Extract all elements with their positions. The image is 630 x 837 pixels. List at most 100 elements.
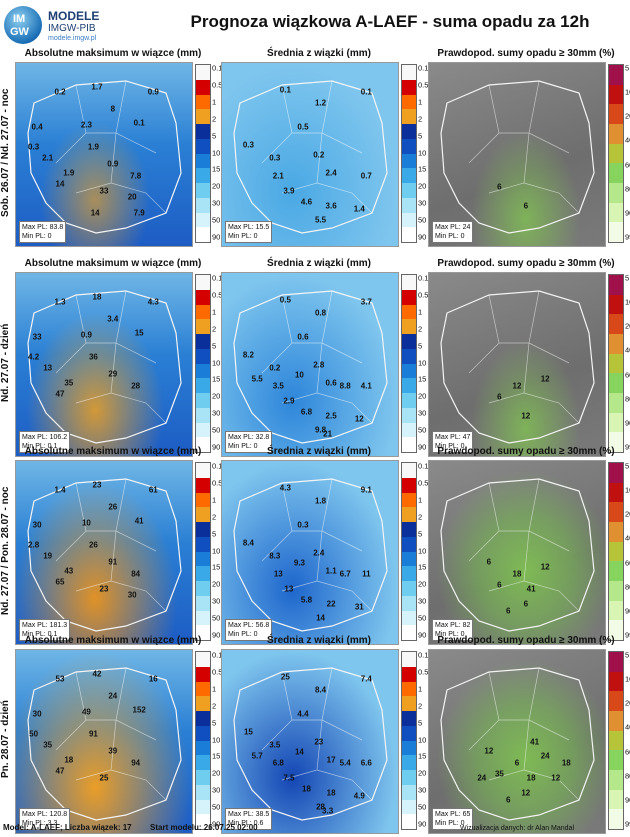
colorbar (195, 462, 211, 641)
colorbar-tick-label: 0.5 (418, 667, 429, 677)
grid-value: 12 (354, 414, 364, 424)
grid-value: 61 (148, 485, 158, 495)
colorbar-tick-label: 1 (418, 307, 423, 317)
colorbar-tick-label: 5 (625, 63, 630, 73)
colorbar-tick-label: 20 (418, 391, 427, 401)
max-precipitation-map: 53 42 16 24 30 50 49 152 91 35 39 18 94 47 25 Max PL: 1… (15, 649, 193, 834)
grid-value: 12 (484, 746, 494, 756)
colorbar-tick-label: 2 (418, 324, 423, 334)
grid-value: 6 (514, 758, 520, 768)
grid-value: 5.5 (251, 374, 263, 384)
colorbar-tick-label: 5 (212, 131, 217, 141)
colorbar-tick-label: 30 (418, 408, 427, 418)
panel-title: Prawdopod. sumy opadu ≥ 30mm (%) (437, 635, 615, 646)
grid-value: 4.6 (300, 197, 313, 207)
grid-value: 30 (127, 590, 137, 600)
grid-value: 4.3 (147, 297, 159, 307)
panel-title: Prawdopod. sumy opadu ≥ 30mm (%) (437, 446, 615, 457)
grid-value: 16 (148, 674, 158, 684)
grid-value: 1.7 (91, 82, 103, 92)
stats-box: Max PL: 47 Min PL: 0 (432, 431, 474, 453)
colorbar-tick-label: 20 (625, 321, 630, 331)
grid-value: 0.3 (242, 140, 254, 150)
grid-value: 18 (526, 773, 536, 783)
colorbar-tick-label: 2 (418, 114, 423, 124)
grid-value: 1.3 (54, 297, 66, 307)
grid-value: 1.1 (325, 566, 337, 576)
colorbar-tick-label: 50 (418, 802, 427, 812)
grid-value: 8.4 (314, 685, 327, 695)
panel-title: Absolutne maksimum w wiązce (mm) (24, 446, 202, 457)
country-outline (27, 80, 182, 234)
colorbar-tick-label: 30 (212, 198, 221, 208)
max-pl-value: Max PL: 82 (435, 622, 471, 629)
grid-value: 12 (521, 788, 531, 798)
colorbar-tick-label: 2 (418, 512, 423, 522)
grid-value: 3.7 (360, 297, 372, 307)
grid-value: 41 (526, 584, 536, 594)
min-pl-value: Min PL: 0 (435, 233, 465, 240)
colorbar-tick-label: 30 (418, 785, 427, 795)
grid-value: 9.1 (360, 485, 372, 495)
grid-value: 13 (43, 363, 53, 373)
logo-subtitle: IMGW-PIB (48, 23, 96, 34)
grid-value: 1.4 (353, 204, 365, 214)
grid-value: 33 (99, 186, 109, 196)
grid-value: 13 (284, 584, 294, 594)
country-outline (233, 667, 388, 821)
grid-value: 4.3 (279, 483, 291, 493)
grid-value: 0.1 (133, 118, 145, 128)
colorbar-tick-label: 1 (212, 307, 217, 317)
country-outline (27, 667, 182, 821)
grid-value: 6 (497, 392, 502, 402)
grid-value: 0.2 (54, 87, 66, 97)
colorbar-tick-label: 60 (625, 160, 630, 170)
grid-value: 1.4 (54, 485, 66, 495)
grid-value: 152 (132, 705, 146, 715)
grid-value: 18 (326, 788, 336, 798)
colorbar-tick-label: 50 (212, 425, 221, 435)
grid-value: 6 (486, 557, 492, 567)
grid-value: 43 (64, 566, 74, 576)
colorbar-tick-label: 60 (625, 558, 630, 568)
grid-value: 2.8 (28, 540, 40, 550)
grid-value: 24 (477, 773, 487, 783)
grid-value: 4.4 (297, 709, 309, 719)
colorbar-labels: 5 10 20 40 60 80 90 99 (625, 63, 630, 242)
grid-value: 18 (512, 569, 522, 579)
grid-value: 23 (314, 737, 324, 746)
max-pl-value: Max PL: 120.8 (22, 811, 68, 818)
grid-value: 7.5 (283, 773, 295, 783)
grid-value: 0.2 (269, 363, 281, 373)
colorbar-tick-label: 15 (212, 374, 221, 384)
logo-badge-bottom: GW (10, 26, 29, 38)
min-pl-value: Min PL: 0.1 (22, 443, 58, 450)
colorbar-tick-label: 10 (625, 485, 630, 495)
colorbar-tick-label: 5 (625, 273, 630, 283)
colorbar-tick-label: 20 (418, 579, 427, 589)
colorbar (608, 64, 624, 243)
stats-box: Max PL: 32.8 Min PL: 0 (225, 431, 273, 453)
colorbar-labels: 5 10 20 40 60 80 90 99 (625, 273, 630, 452)
grid-value: 0.5 (279, 295, 291, 305)
grid-value: 8 (110, 104, 116, 114)
colorbar-tick-label: 0.5 (212, 667, 223, 677)
colorbar-tick-label: 1 (212, 97, 217, 107)
grid-value: 0.6 (325, 378, 337, 388)
grid-value: 5.8 (300, 595, 313, 605)
grid-value: 9.3 (293, 558, 305, 568)
grid-value: 8.2 (242, 350, 254, 360)
stats-box: Max PL: 38.5 Min PL: 0.6 (225, 808, 273, 830)
panel-title: Średnia z wiązki (mm) (267, 258, 371, 269)
colorbar-tick-label: 0.1 (212, 650, 223, 660)
colorbar-tick-label: 60 (625, 370, 630, 380)
min-pl-value: Min PL: 0 (435, 820, 465, 827)
grid-value: 6.8 (272, 758, 284, 768)
grid-value: 4.2 (28, 352, 40, 362)
colorbar-labels: 0.1 0.5 1 2 5 10 15 20 30 50 90 (212, 462, 236, 640)
colorbar-tick-label: 2 (212, 512, 217, 522)
grid-value: 5.5 (314, 215, 327, 225)
colorbar-tick-label: 20 (625, 509, 630, 519)
colorbar-tick-label: 50 (212, 802, 221, 812)
colorbar-tick-label: 0.5 (212, 478, 223, 488)
